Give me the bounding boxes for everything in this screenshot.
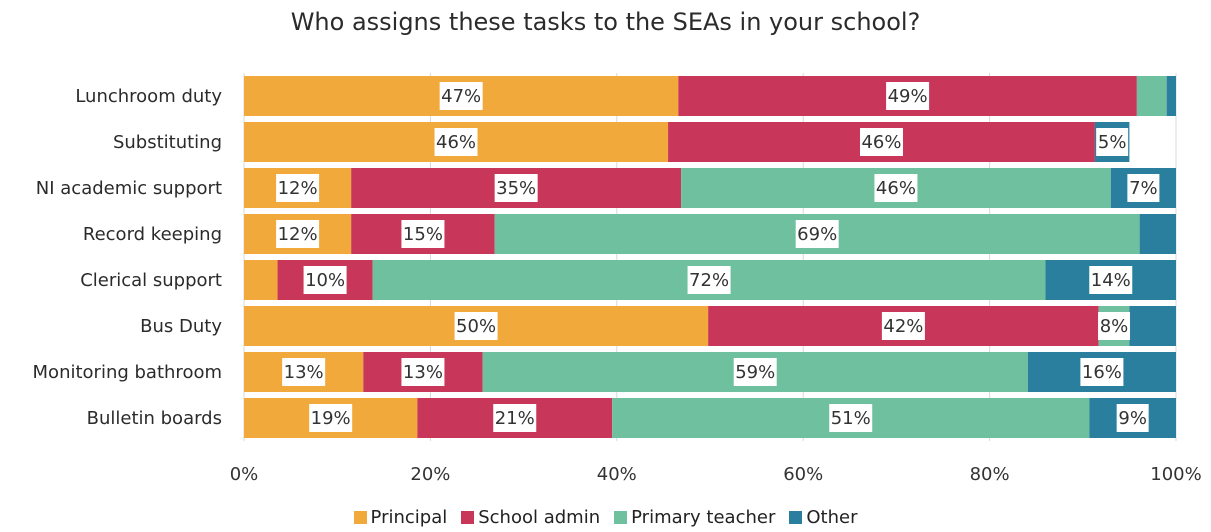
data-label-box	[1080, 358, 1124, 386]
bar-segment	[1166, 76, 1176, 116]
category-label: Lunchroom duty	[75, 86, 222, 107]
data-label-box	[494, 174, 538, 202]
chart-title: Who assigns these tasks to the SEAs in y…	[290, 8, 921, 36]
data-label: 51%	[831, 408, 871, 429]
x-axis-ticks: 0% 20% 40% 60% 80% 100%	[230, 464, 1202, 485]
x-tick-label: 80%	[970, 464, 1010, 485]
data-label: 42%	[883, 316, 923, 337]
data-label: 12%	[278, 224, 318, 245]
data-label-box	[439, 82, 483, 110]
category-label: Clerical support	[80, 270, 222, 291]
data-label: 14%	[1091, 270, 1131, 291]
data-label-box	[687, 266, 731, 294]
data-label-box	[859, 128, 903, 156]
data-label-box	[493, 404, 537, 432]
legend-label: Primary teacher	[631, 507, 776, 528]
data-label: 46%	[876, 178, 916, 199]
data-label: 7%	[1129, 178, 1158, 199]
legend-item: Primary teacher	[614, 507, 775, 528]
category-label: Record keeping	[83, 224, 222, 245]
legend-item: Other	[789, 507, 857, 528]
data-label-box	[795, 220, 839, 248]
data-label: 19%	[311, 408, 351, 429]
data-label: 69%	[797, 224, 837, 245]
data-label-box	[434, 128, 478, 156]
data-label-box	[1098, 312, 1131, 340]
legend-label: School admin	[478, 507, 601, 528]
legend-item: School admin	[461, 507, 600, 528]
legend-label: Other	[806, 507, 858, 528]
data-label-box	[309, 404, 353, 432]
data-label-box	[1096, 128, 1129, 156]
data-label-box	[303, 266, 347, 294]
bar-segment	[1139, 214, 1176, 254]
data-label: 72%	[689, 270, 729, 291]
data-label: 49%	[888, 86, 928, 107]
data-label: 13%	[284, 362, 324, 383]
data-label: 8%	[1100, 316, 1129, 337]
data-label-box	[874, 174, 918, 202]
category-label: NI academic support	[36, 178, 222, 199]
category-label: Bulletin boards	[87, 408, 222, 429]
data-label: 15%	[403, 224, 443, 245]
data-label: 13%	[403, 362, 443, 383]
category-label: Substituting	[113, 132, 222, 153]
x-tick-label: 60%	[783, 464, 823, 485]
data-labels: 47% 49% 46% 46% 5% 12% 35% 46% 7% 12% 15% 69% 10% 72%…	[276, 82, 1160, 432]
legend-swatch	[789, 511, 803, 524]
data-label-box	[733, 358, 777, 386]
data-label-box	[454, 312, 498, 340]
data-label: 12%	[278, 178, 318, 199]
legend-swatch	[614, 511, 628, 524]
data-label: 59%	[735, 362, 775, 383]
legend-swatch	[461, 511, 475, 524]
data-label: 35%	[496, 178, 536, 199]
bar-segment	[1129, 306, 1176, 346]
data-label: 21%	[495, 408, 535, 429]
x-tick-label: 40%	[597, 464, 637, 485]
data-label: 47%	[441, 86, 481, 107]
data-label: 9%	[1118, 408, 1147, 429]
legend-item: Principal	[353, 507, 448, 528]
data-label-box	[276, 174, 320, 202]
bars	[244, 76, 1176, 438]
data-label: 16%	[1082, 362, 1122, 383]
data-label-box	[1089, 266, 1133, 294]
data-label-box	[1127, 174, 1160, 202]
x-tick-label: 20%	[410, 464, 450, 485]
stacked-bar-chart: 47% 49% 46% 46% 5% 12% 35% 46% 7% 12% 15% 69% 10% 72%…	[33, 73, 1202, 485]
x-tick-label: 0%	[230, 464, 259, 485]
category-labels: Lunchroom duty Substituting NI academic su…	[33, 86, 223, 429]
data-label: 5%	[1098, 132, 1127, 153]
data-label: 46%	[436, 132, 476, 153]
data-label-box	[282, 358, 326, 386]
data-label-box	[829, 404, 873, 432]
category-label: Monitoring bathroom	[33, 362, 222, 383]
bar-segment	[244, 260, 278, 300]
data-label: 10%	[305, 270, 345, 291]
x-tick-label: 100%	[1150, 464, 1201, 485]
data-label-box	[276, 220, 320, 248]
legend: Principal School admin Primary teacher Othe…	[0, 507, 1211, 528]
data-label-box	[401, 220, 445, 248]
data-label: 50%	[456, 316, 496, 337]
data-label-box	[1116, 404, 1149, 432]
data-label-box	[886, 82, 930, 110]
data-label-box	[881, 312, 925, 340]
bar-segment	[1136, 76, 1167, 116]
legend-label: Principal	[370, 507, 448, 528]
data-label: 46%	[861, 132, 901, 153]
data-label-box	[401, 358, 445, 386]
category-label: Bus Duty	[140, 316, 222, 337]
legend-swatch	[353, 511, 367, 524]
